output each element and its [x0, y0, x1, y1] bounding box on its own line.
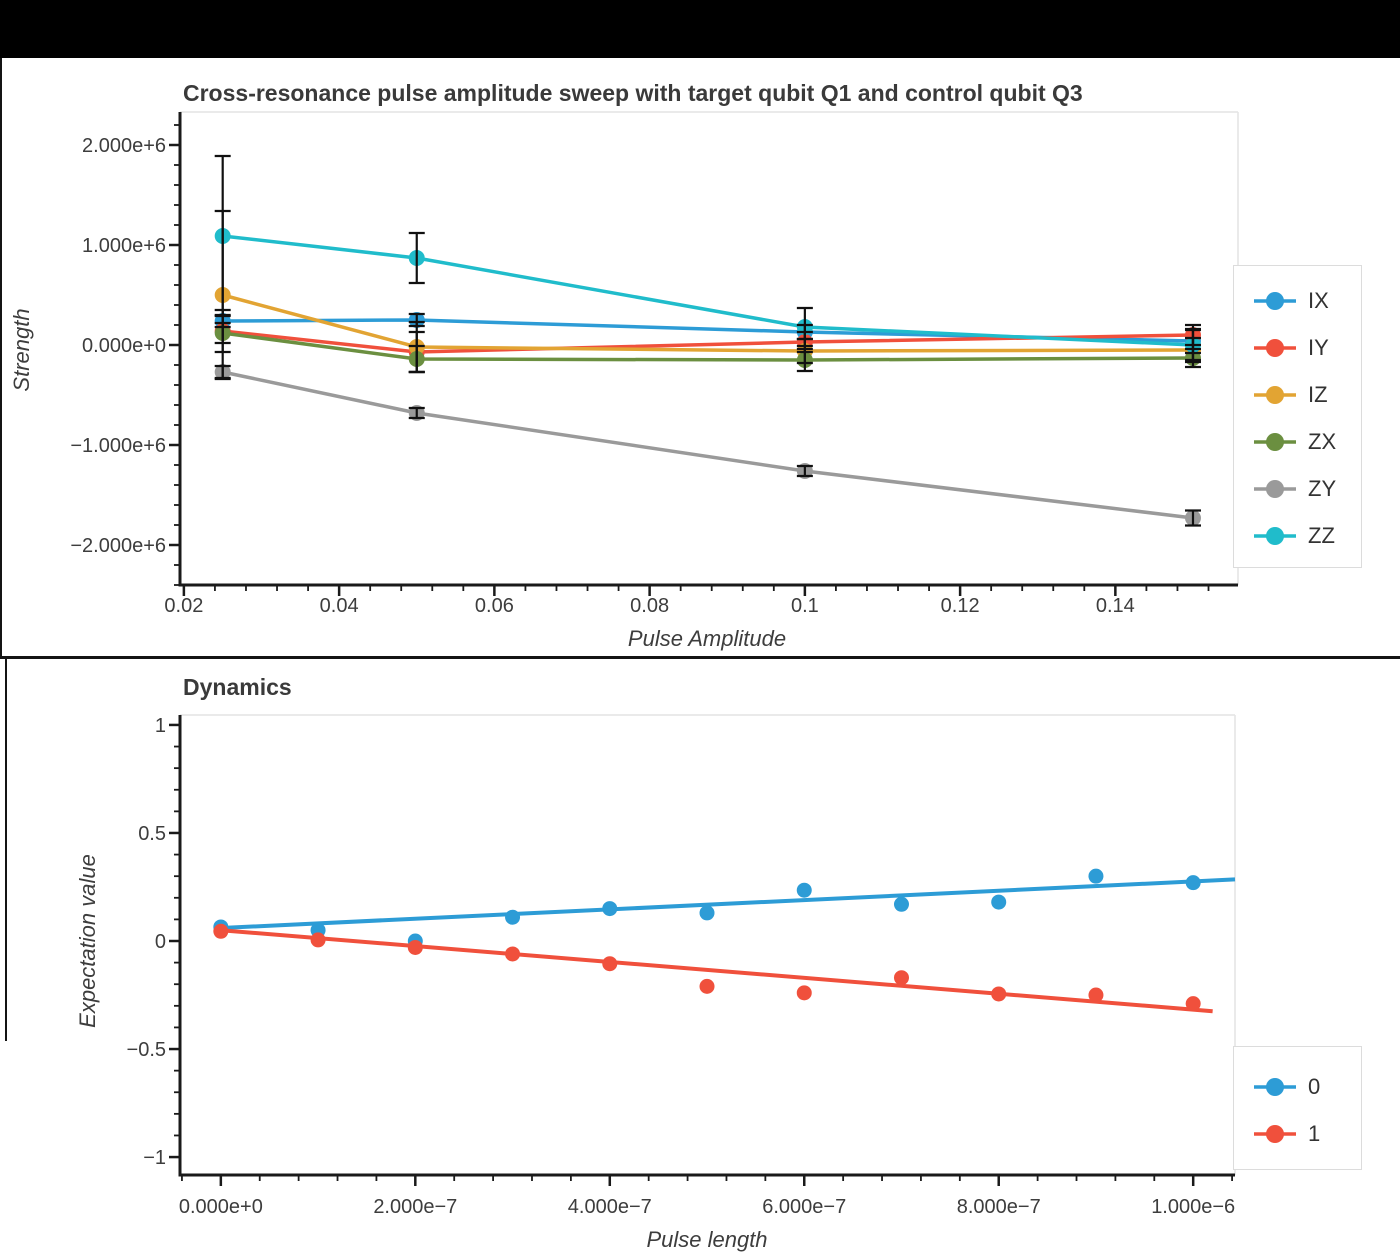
legend-label-0: 0: [1308, 1073, 1321, 1099]
figure1-xlabel: Pulse Amplitude: [627, 626, 787, 651]
svg-text:0.14: 0.14: [1096, 595, 1135, 617]
legend-marker-0: [1254, 1077, 1296, 1096]
figure2-xlabel: Pulse length: [646, 1227, 768, 1252]
legend-marker-IX: [1254, 291, 1296, 310]
svg-text:0: 0: [155, 931, 166, 953]
legend-marker-ZY: [1254, 479, 1296, 498]
svg-text:0.06: 0.06: [475, 595, 514, 617]
svg-text:0.02: 0.02: [164, 595, 203, 617]
svg-text:6.000e−7: 6.000e−7: [762, 1196, 846, 1218]
legend-marker-ZZ: [1254, 526, 1296, 545]
figure1-plot: 0.02 0.04 0.06 0.08 0.1 0.12 0.14 2.000e+6 1.000…: [70, 111, 1239, 617]
svg-text:8.000e−7: 8.000e−7: [957, 1196, 1041, 1218]
svg-text:4.000e−7: 4.000e−7: [568, 1196, 652, 1218]
legend-marker-1: [1254, 1124, 1296, 1143]
svg-text:0.04: 0.04: [320, 595, 359, 617]
legend-item-1[interactable]: 1: [1234, 1110, 1361, 1157]
legend-label-1: 1: [1308, 1120, 1321, 1146]
svg-text:1.000e−6: 1.000e−6: [1151, 1196, 1235, 1218]
legend-label-ZY: ZY: [1308, 475, 1337, 501]
svg-text:−2.000e+6: −2.000e+6: [70, 535, 166, 557]
svg-text:0.08: 0.08: [630, 595, 669, 617]
figure1-left-border: [0, 58, 2, 656]
figure-divider: [0, 656, 1400, 659]
svg-text:0.12: 0.12: [941, 595, 980, 617]
svg-text:0.000e+0: 0.000e+0: [179, 1196, 263, 1218]
figure2-ticks: 0.000e+0 2.000e−7 4.000e−7 6.000e−7 8.000e−7…: [127, 715, 1236, 1218]
legend-label-IZ: IZ: [1308, 381, 1328, 407]
figure1-ticks: 0.02 0.04 0.06 0.08 0.1 0.12 0.14 2.000e+6 1.000…: [70, 124, 1210, 617]
legend-marker-IY: [1254, 338, 1296, 357]
svg-text:1.000e+6: 1.000e+6: [82, 235, 166, 257]
legend-item-ZZ[interactable]: ZZ: [1234, 512, 1361, 559]
svg-text:−1.000e+6: −1.000e+6: [70, 435, 166, 457]
figure2-left-border: [5, 659, 7, 1041]
svg-text:1: 1: [155, 715, 166, 737]
legend-label-ZZ: ZZ: [1308, 522, 1335, 548]
legend-item-IZ[interactable]: IZ: [1234, 371, 1361, 418]
svg-text:−1: −1: [143, 1147, 166, 1169]
svg-text:0.5: 0.5: [138, 823, 166, 845]
series-IZ: [214, 287, 1201, 359]
svg-text:0.000e+0: 0.000e+0: [82, 335, 166, 357]
legend-item-ZX[interactable]: ZX: [1234, 418, 1361, 465]
legend-marker-ZX: [1254, 432, 1296, 451]
figure2-plot: 0.000e+0 2.000e−7 4.000e−7 6.000e−7 8.000e−7…: [127, 714, 1236, 1218]
legend-item-IX[interactable]: IX: [1234, 277, 1361, 324]
legend-label-IX: IX: [1308, 287, 1329, 313]
svg-text:0.1: 0.1: [791, 595, 819, 617]
svg-text:−0.5: −0.5: [127, 1039, 166, 1061]
svg-text:2.000e−7: 2.000e−7: [373, 1196, 457, 1218]
legend-label-ZX: ZX: [1308, 428, 1337, 454]
figure1-title: Cross-resonance pulse amplitude sweep wi…: [183, 80, 1083, 106]
legend-item-0[interactable]: 0: [1234, 1063, 1361, 1110]
legend-label-IY: IY: [1308, 334, 1329, 360]
series-ZY: [214, 364, 1201, 526]
figure1-error-bars: [214, 154, 1201, 527]
legend-item-ZY[interactable]: ZY: [1234, 465, 1361, 512]
series-1: [213, 923, 1213, 1014]
top-black-bar: [0, 0, 1400, 58]
legend-marker-IZ: [1254, 385, 1296, 404]
figure1-legend: IX IY IZ ZX ZY ZZ: [1233, 265, 1362, 568]
series-0: [213, 868, 1236, 949]
svg-text:2.000e+6: 2.000e+6: [82, 135, 166, 157]
legend-item-IY[interactable]: IY: [1234, 324, 1361, 371]
figure2-title: Dynamics: [183, 674, 292, 700]
